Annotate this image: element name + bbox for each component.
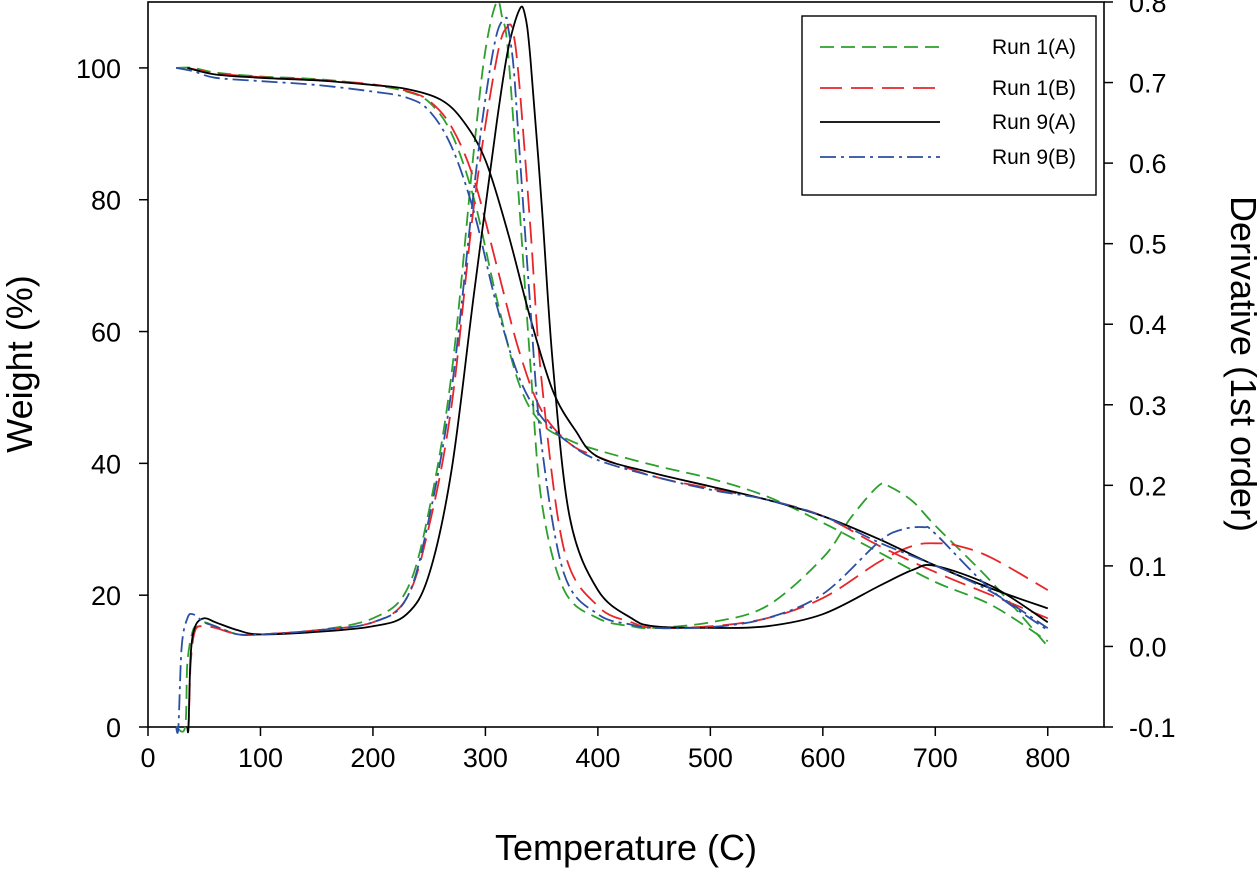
x-tick-label: 700 bbox=[913, 743, 958, 773]
series-curves bbox=[175, 0, 1049, 734]
y-tick-label: 100 bbox=[76, 54, 121, 84]
x-axis-title: Temperature (C) bbox=[495, 827, 757, 868]
legend-label-run-1a: Run 1(A) bbox=[992, 36, 1076, 59]
x-tick-label: 600 bbox=[800, 743, 845, 773]
derivative-curve-run-9-a bbox=[186, 5, 1049, 734]
x-tick-label: 400 bbox=[575, 743, 620, 773]
x-tick-label: 500 bbox=[688, 743, 733, 773]
x-tick-label: 300 bbox=[463, 743, 508, 773]
y2-tick-label: 0.3 bbox=[1129, 391, 1167, 421]
legend-label-run-1b: Run 1(B) bbox=[992, 77, 1076, 100]
y2-tick-label: 0.6 bbox=[1129, 149, 1167, 179]
weight-curve-run-9-b bbox=[175, 67, 1049, 629]
y2-tick-label: 0.0 bbox=[1129, 632, 1167, 662]
x-tick-label: 0 bbox=[140, 743, 155, 773]
weight-curve-run-1-a bbox=[176, 66, 1049, 643]
x-tick-label: 100 bbox=[238, 743, 283, 773]
y-tick-label: 0 bbox=[106, 713, 121, 743]
y-axis-title: Weight (%) bbox=[0, 275, 40, 452]
y2-tick-label: 0.5 bbox=[1129, 230, 1167, 260]
derivative-curve-run-9-b bbox=[175, 16, 1049, 734]
derivative-curve-run-1-a bbox=[175, 0, 1049, 733]
x-tick-label: 800 bbox=[1025, 743, 1070, 773]
y2-tick-label: 0.2 bbox=[1129, 471, 1167, 501]
x-tick-label: 200 bbox=[350, 743, 395, 773]
legend: Run 1(A) Run 1(B) Run 9(A) Run 9(B) bbox=[801, 15, 1097, 196]
weight-curve-run-9-a bbox=[187, 67, 1049, 610]
y2-tick-label: -0.1 bbox=[1129, 713, 1176, 743]
legend-label-run-9a: Run 9(A) bbox=[992, 111, 1076, 134]
y2-axis-ticks: -0.1 0.0 0.1 0.2 0.3 0.4 0.5 0.6 0.7 0.8 bbox=[1104, 0, 1176, 743]
y-tick-label: 60 bbox=[91, 318, 121, 348]
y2-tick-label: 0.7 bbox=[1129, 69, 1167, 99]
y2-axis-title: Derivative (1st order) bbox=[1223, 196, 1260, 532]
y-tick-label: 20 bbox=[91, 581, 121, 611]
x-axis-ticks: 0 100 200 300 400 500 600 700 800 bbox=[140, 727, 1070, 773]
y2-tick-label: 0.8 bbox=[1129, 0, 1167, 18]
y2-tick-label: 0.1 bbox=[1129, 552, 1167, 582]
y2-tick-label: 0.4 bbox=[1129, 310, 1167, 340]
legend-label-run-9b: Run 9(B) bbox=[992, 146, 1076, 169]
y-tick-label: 80 bbox=[91, 186, 121, 216]
y-axis-ticks: 0 20 40 60 80 100 bbox=[76, 54, 148, 743]
y-tick-label: 40 bbox=[91, 449, 121, 479]
legend-box bbox=[801, 15, 1097, 196]
